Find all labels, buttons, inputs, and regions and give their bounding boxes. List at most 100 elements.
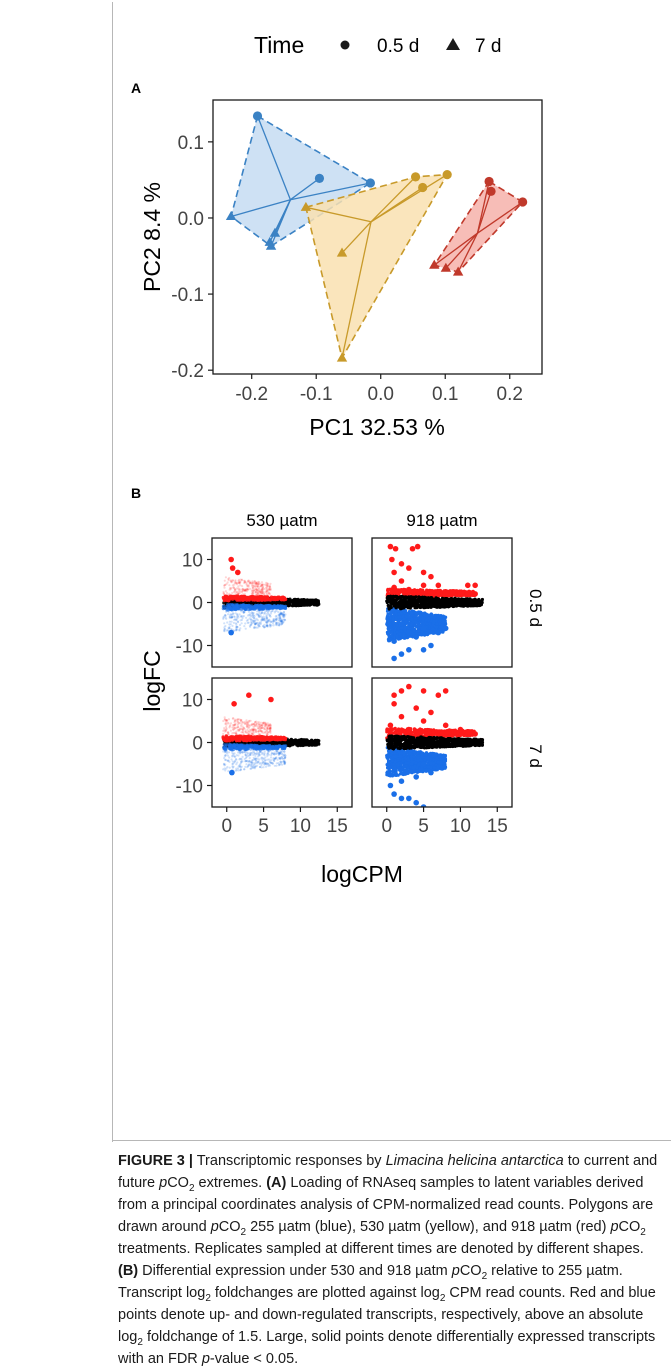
transcript-point — [223, 757, 225, 759]
transcript-point — [224, 716, 226, 718]
transcript-point — [239, 613, 241, 615]
transcript-point — [251, 724, 253, 726]
transcript-point — [265, 590, 267, 592]
transcript-point — [419, 596, 422, 599]
transcript-point — [234, 616, 236, 618]
transcript-point — [228, 577, 230, 579]
transcript-point — [301, 603, 304, 606]
transcript-point — [255, 724, 257, 726]
transcript-point — [240, 731, 242, 733]
transcript-point — [258, 625, 260, 627]
transcript-point — [229, 626, 231, 628]
transcript-point — [397, 638, 400, 641]
transcript-point — [419, 588, 422, 591]
transcript-point — [239, 582, 241, 584]
transcript-point — [471, 602, 474, 605]
transcript-point — [477, 600, 480, 603]
transcript-point — [231, 592, 233, 594]
transcript-point — [227, 581, 229, 583]
transcript-point — [230, 587, 232, 589]
de-down-point — [436, 630, 442, 636]
transcript-point — [288, 604, 291, 607]
transcript-point — [431, 628, 434, 631]
transcript-point — [248, 730, 250, 732]
transcript-point — [237, 723, 239, 725]
transcript-point — [255, 729, 257, 731]
transcript-point — [252, 587, 254, 589]
transcript-point — [252, 582, 254, 584]
transcript-point — [237, 769, 239, 771]
transcript-point — [236, 629, 238, 631]
transcript-point — [260, 764, 262, 766]
transcript-point — [225, 618, 227, 620]
transcript-point — [255, 584, 257, 586]
transcript-point — [456, 601, 459, 604]
transcript-point — [247, 765, 249, 767]
transcript-point — [275, 615, 277, 617]
de-up-point — [235, 570, 241, 576]
transcript-point — [260, 722, 262, 724]
transcript-point — [264, 597, 267, 600]
transcript-point — [432, 619, 435, 622]
transcript-point — [256, 751, 258, 753]
transcript-point — [245, 719, 247, 721]
transcript-point — [279, 613, 281, 615]
transcript-point — [234, 618, 236, 620]
transcript-point — [273, 597, 276, 600]
transcript-point — [275, 622, 277, 624]
transcript-point — [232, 717, 234, 719]
transcript-point — [394, 628, 397, 631]
transcript-point — [245, 763, 247, 765]
legend-label-1: 7 d — [475, 36, 501, 57]
transcript-point — [240, 766, 242, 768]
transcript-point — [424, 601, 427, 604]
transcript-point — [246, 760, 248, 762]
pca-x-tick-label: -0.1 — [300, 384, 333, 405]
de-up-point — [421, 570, 427, 576]
transcript-point — [422, 590, 425, 593]
transcript-point — [225, 576, 227, 578]
transcript-point — [243, 611, 245, 613]
transcript-point — [423, 622, 426, 625]
transcript-point — [270, 595, 273, 598]
transcript-point — [243, 595, 246, 598]
transcript-point — [258, 758, 260, 760]
transcript-point — [257, 761, 259, 763]
transcript-point — [245, 628, 247, 630]
transcript-point — [230, 722, 232, 724]
transcript-point — [259, 766, 261, 768]
transcript-point — [229, 724, 231, 726]
transcript-point — [427, 596, 430, 599]
transcript-point — [409, 607, 412, 610]
transcript-point — [234, 761, 236, 763]
sample-point-red-2 — [518, 197, 527, 206]
transcript-point — [441, 623, 444, 626]
panel-label-a: A — [131, 80, 141, 96]
transcript-point — [267, 585, 269, 587]
transcript-point — [252, 751, 254, 753]
transcript-point — [224, 607, 227, 610]
de-up-point — [436, 583, 442, 589]
transcript-point — [252, 607, 255, 610]
transcript-point — [240, 719, 242, 721]
transcript-point — [237, 604, 240, 607]
de-down-point — [428, 643, 434, 649]
transcript-point — [409, 623, 412, 626]
transcript-point — [387, 595, 390, 598]
transcript-point — [440, 605, 443, 608]
transcript-point — [236, 761, 238, 763]
transcript-point — [228, 627, 230, 629]
transcript-point — [279, 758, 281, 760]
transcript-point — [283, 760, 285, 762]
transcript-point — [462, 604, 465, 607]
transcript-point — [236, 618, 238, 620]
transcript-point — [431, 598, 434, 601]
transcript-point — [279, 597, 282, 600]
pca-y-tick-label: 0.1 — [178, 133, 204, 154]
transcript-point — [241, 591, 243, 593]
de-down-point — [399, 621, 405, 627]
transcript-point — [232, 604, 235, 607]
transcript-point — [239, 596, 242, 599]
transcript-point — [423, 596, 426, 599]
